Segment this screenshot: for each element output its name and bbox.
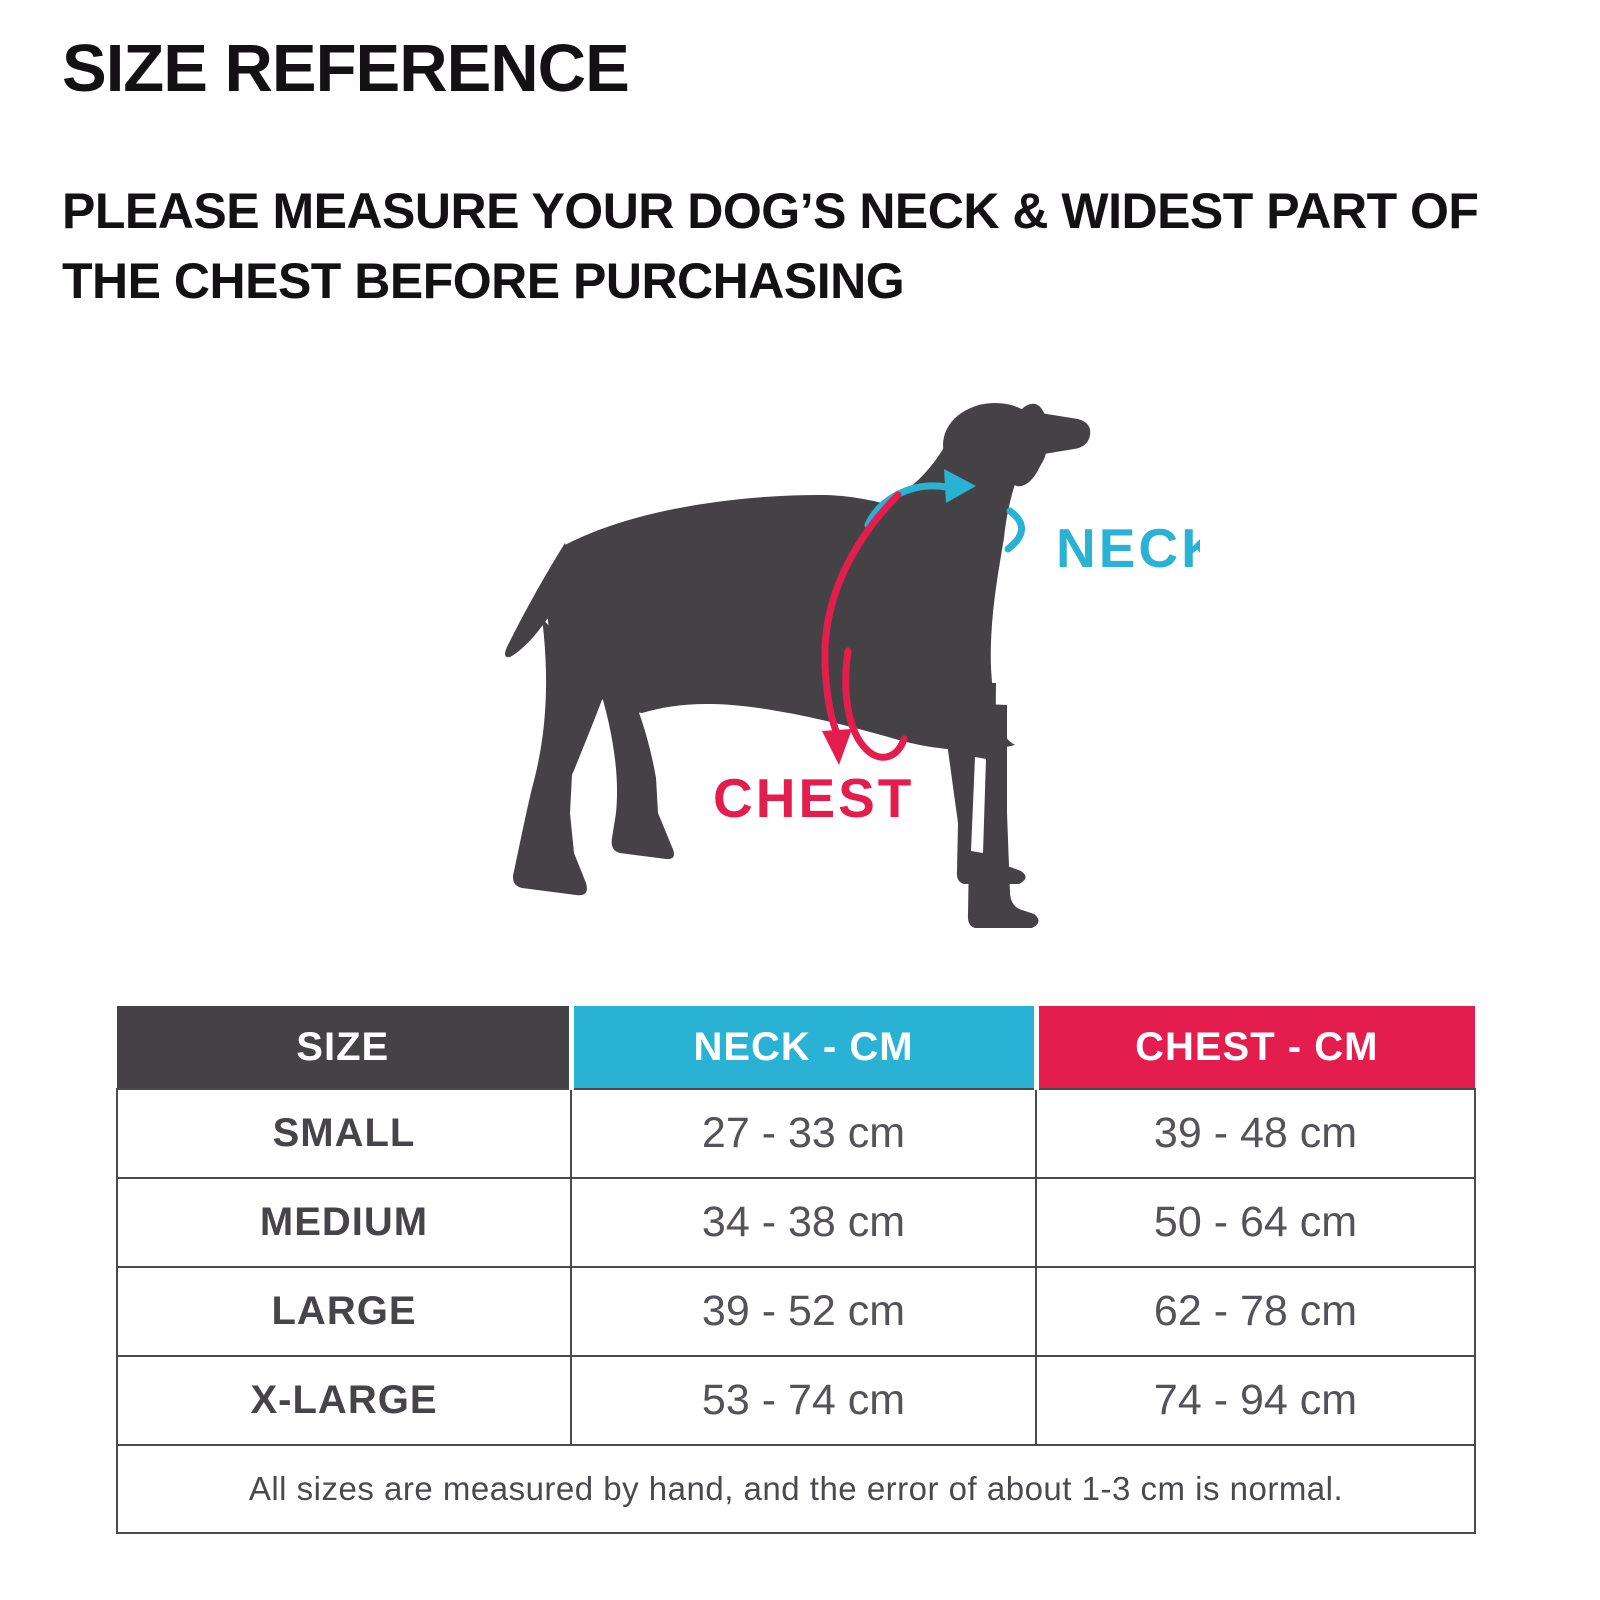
chest-measure-arc xyxy=(821,491,902,735)
page-title: SIZE REFERENCE xyxy=(62,31,630,106)
table-footnote: All sizes are measured by hand, and the … xyxy=(116,1444,1476,1534)
rear-leg-gap xyxy=(578,761,604,855)
page-subtitle: PLEASE MEASURE YOUR DOG’S NECK & WIDEST … xyxy=(62,176,1479,316)
chest-label: CHEST xyxy=(713,767,914,829)
dog-rear-leg-far xyxy=(598,683,674,860)
dog-ear xyxy=(1004,403,1048,487)
column-header-neck: NECK - CM xyxy=(568,1006,1036,1089)
chest-measure-bottom-arc xyxy=(842,647,908,761)
dog-silhouette xyxy=(505,403,1091,928)
column-header-chest: CHEST - CM xyxy=(1033,1006,1475,1089)
chest-cell: 50 - 64 cm xyxy=(1035,1177,1476,1268)
size-cell: MEDIUM xyxy=(116,1177,572,1268)
table-row-xlarge: X-LARGE 53 - 74 cm 74 - 94 cm xyxy=(116,1355,1476,1446)
dog-rear-leg-near xyxy=(513,618,606,896)
subtitle-line-2: THE CHEST BEFORE PURCHASING xyxy=(62,253,905,309)
table-row-large: LARGE 39 - 52 cm 62 - 78 cm xyxy=(116,1266,1476,1357)
front-leg-gap xyxy=(971,757,986,853)
dog-diagram-svg: NECK CHEST xyxy=(505,403,1200,928)
neck-cell: 34 - 38 cm xyxy=(570,1177,1037,1268)
size-table-header-row: SIZE NECK - CM CHEST - CM xyxy=(117,1006,1475,1089)
dog-tail xyxy=(505,543,574,658)
neck-cell: 27 - 33 cm xyxy=(570,1088,1037,1179)
neck-cell: 39 - 52 cm xyxy=(570,1266,1037,1357)
neck-label: NECK xyxy=(1056,517,1200,579)
dog-front-leg-near xyxy=(958,703,1039,928)
size-cell: X-LARGE xyxy=(116,1355,572,1446)
subtitle-line-1: PLEASE MEASURE YOUR DOG’S NECK & WIDEST … xyxy=(62,183,1479,239)
table-footnote-row: All sizes are measured by hand, and the … xyxy=(116,1444,1476,1534)
dog-measurement-diagram: NECK CHEST xyxy=(470,383,1200,953)
table-row-small: SMALL 27 - 33 cm 39 - 48 cm xyxy=(116,1088,1476,1179)
table-row-medium: MEDIUM 34 - 38 cm 50 - 64 cm xyxy=(116,1177,1476,1268)
chest-arrowhead-icon xyxy=(822,729,852,765)
column-header-size: SIZE xyxy=(117,1006,571,1089)
chest-cell: 39 - 48 cm xyxy=(1035,1088,1476,1179)
size-table: SIZE NECK - CM CHEST - CM SMALL 27 - 33 … xyxy=(116,1006,1476,1534)
dog-body xyxy=(547,405,1050,751)
neck-arrowhead-icon xyxy=(944,469,976,503)
chest-cell: 74 - 94 cm xyxy=(1035,1355,1476,1446)
neck-cell: 53 - 74 cm xyxy=(570,1355,1037,1446)
size-cell: SMALL xyxy=(116,1088,572,1179)
neck-measure-crescent xyxy=(1004,507,1025,553)
chest-cell: 62 - 78 cm xyxy=(1035,1266,1476,1357)
size-cell: LARGE xyxy=(116,1266,572,1357)
